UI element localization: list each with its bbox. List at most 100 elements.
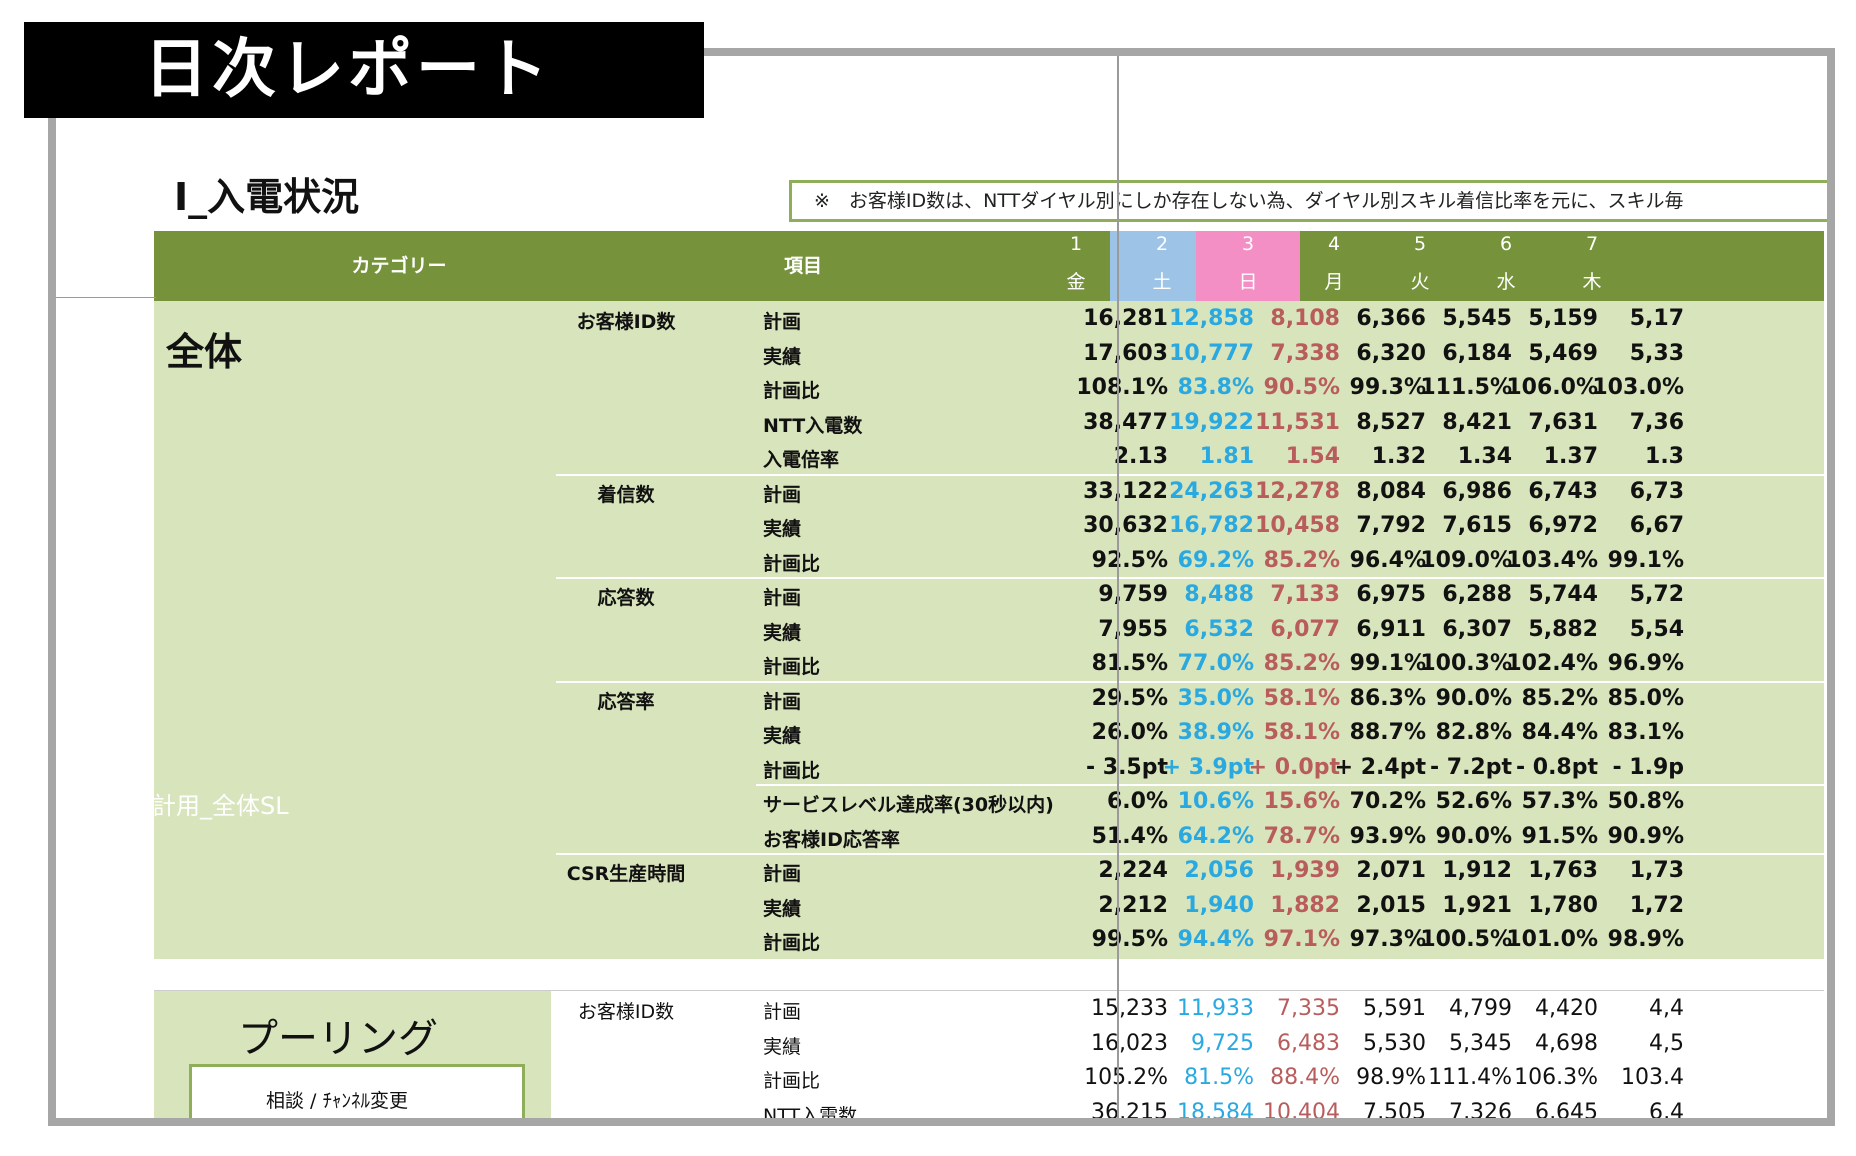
table-cell[interactable]: 30,632 — [1083, 513, 1168, 538]
table-cell[interactable]: 5,530 — [1363, 1030, 1426, 1056]
table-cell[interactable]: 6,972 — [1528, 513, 1598, 538]
table-cell[interactable]: 8,527 — [1356, 409, 1426, 435]
table-cell[interactable]: 97.1% — [1263, 927, 1340, 952]
table-cell[interactable]: 98.9% — [1356, 1065, 1426, 1090]
table-cell[interactable]: 4,5 — [1649, 1030, 1684, 1056]
table-cell[interactable]: + 0.0pt — [1248, 754, 1340, 780]
table-cell[interactable]: 100.3% — [1420, 651, 1512, 676]
table-cell[interactable]: 24,263 — [1169, 478, 1254, 504]
table-cell[interactable]: 2,224 — [1098, 858, 1168, 883]
table-cell[interactable]: 10.6% — [1177, 789, 1254, 814]
table-cell[interactable]: 5,159 — [1528, 306, 1598, 331]
table-cell[interactable]: 15.6% — [1263, 789, 1340, 814]
table-cell[interactable]: 1.3 — [1645, 444, 1684, 469]
table-cell[interactable]: 6,911 — [1356, 616, 1426, 642]
table-cell[interactable]: - 3.5pt — [1085, 754, 1168, 780]
table-cell[interactable]: 10,404 — [1263, 1099, 1340, 1125]
table-cell[interactable]: 77.0% — [1177, 651, 1254, 676]
table-cell[interactable]: 99.1% — [1349, 651, 1426, 676]
table-cell[interactable]: 1.37 — [1543, 444, 1598, 469]
table-cell[interactable]: 1.32 — [1371, 444, 1426, 469]
table-cell[interactable]: 33,122 — [1083, 478, 1168, 504]
table-cell[interactable]: 6,288 — [1442, 582, 1512, 607]
table-cell[interactable]: 10,458 — [1255, 513, 1340, 538]
table-cell[interactable]: 36,215 — [1091, 1099, 1168, 1125]
table-cell[interactable]: 86.3% — [1349, 685, 1426, 711]
table-cell[interactable]: 5,545 — [1442, 306, 1512, 331]
table-cell[interactable]: 16,023 — [1091, 1030, 1168, 1056]
table-cell[interactable]: 78.7% — [1263, 823, 1340, 849]
table-cell[interactable]: 7,36 — [1629, 409, 1684, 435]
table-cell[interactable]: 106.0% — [1506, 375, 1598, 400]
table-cell[interactable]: 109.0% — [1420, 547, 1512, 573]
table-cell[interactable]: 18,584 — [1177, 1099, 1254, 1125]
table-cell[interactable]: 83.8% — [1177, 375, 1254, 400]
table-cell[interactable]: 2,212 — [1098, 892, 1168, 918]
table-cell[interactable]: 9,725 — [1191, 1030, 1254, 1056]
table-cell[interactable]: 8,084 — [1356, 478, 1426, 504]
table-cell[interactable]: 88.4% — [1270, 1065, 1340, 1090]
table-cell[interactable]: - 1.9p — [1612, 754, 1684, 780]
table-cell[interactable]: 103.4% — [1506, 547, 1598, 573]
table-cell[interactable]: 103.0% — [1592, 375, 1684, 400]
table-cell[interactable]: + 3.9pt — [1162, 754, 1254, 780]
table-cell[interactable]: 1.34 — [1457, 444, 1512, 469]
table-cell[interactable]: 19,922 — [1169, 409, 1254, 435]
table-cell[interactable]: 7,338 — [1270, 340, 1340, 366]
table-cell[interactable]: 1,939 — [1270, 858, 1340, 883]
table-cell[interactable]: 1.54 — [1285, 444, 1340, 469]
table-cell[interactable]: 7,335 — [1277, 996, 1340, 1021]
table-cell[interactable]: 5,744 — [1528, 582, 1598, 607]
table-cell[interactable]: 4,799 — [1449, 996, 1512, 1021]
table-cell[interactable]: 26.0% — [1091, 720, 1168, 745]
table-cell[interactable]: 85.2% — [1263, 547, 1340, 573]
table-cell[interactable]: 90.0% — [1435, 823, 1512, 849]
table-cell[interactable]: 7,955 — [1098, 616, 1168, 642]
table-cell[interactable]: 100.5% — [1420, 927, 1512, 952]
table-cell[interactable]: 92.5% — [1091, 547, 1168, 573]
table-cell[interactable]: 90.9% — [1607, 823, 1684, 849]
table-cell[interactable]: 52.6% — [1435, 789, 1512, 814]
table-cell[interactable]: 90.0% — [1435, 685, 1512, 711]
table-cell[interactable]: - 7.2pt — [1429, 754, 1512, 780]
table-cell[interactable]: 6,077 — [1270, 616, 1340, 642]
table-cell[interactable]: 7,792 — [1356, 513, 1426, 538]
table-cell[interactable]: 6,320 — [1356, 340, 1426, 366]
table-cell[interactable]: 5,54 — [1629, 616, 1684, 642]
table-cell[interactable]: 12,278 — [1255, 478, 1340, 504]
table-cell[interactable]: + 2.4pt — [1334, 754, 1426, 780]
table-cell[interactable]: 16,782 — [1169, 513, 1254, 538]
table-cell[interactable]: 2.13 — [1113, 444, 1168, 469]
table-cell[interactable]: 8,108 — [1270, 306, 1340, 331]
table-cell[interactable]: 1,763 — [1528, 858, 1598, 883]
table-cell[interactable]: 1,912 — [1442, 858, 1512, 883]
table-cell[interactable]: 1,921 — [1442, 892, 1512, 918]
table-cell[interactable]: 58.1% — [1263, 720, 1340, 745]
table-cell[interactable]: 84.4% — [1521, 720, 1598, 745]
table-cell[interactable]: 90.5% — [1263, 375, 1340, 400]
table-cell[interactable]: 6,184 — [1442, 340, 1512, 366]
table-cell[interactable]: 6,483 — [1277, 1030, 1340, 1056]
table-cell[interactable]: 4,4 — [1649, 996, 1684, 1021]
table-cell[interactable]: 57.3% — [1521, 789, 1598, 814]
table-cell[interactable]: 93.9% — [1349, 823, 1426, 849]
table-cell[interactable]: 85.2% — [1521, 685, 1598, 711]
table-cell[interactable]: 58.1% — [1263, 685, 1340, 711]
table-cell[interactable]: 83.1% — [1607, 720, 1684, 745]
table-cell[interactable]: 5,33 — [1629, 340, 1684, 366]
table-cell[interactable]: 8,488 — [1184, 582, 1254, 607]
table-cell[interactable]: 81.5% — [1091, 651, 1168, 676]
table-cell[interactable]: 99.5% — [1091, 927, 1168, 952]
table-cell[interactable]: 7,631 — [1528, 409, 1598, 435]
table-cell[interactable]: 96.9% — [1607, 651, 1684, 676]
table-cell[interactable]: 6,366 — [1356, 306, 1426, 331]
table-cell[interactable]: 2,056 — [1184, 858, 1254, 883]
table-cell[interactable]: 6,532 — [1184, 616, 1254, 642]
table-cell[interactable]: 17,603 — [1083, 340, 1168, 366]
table-cell[interactable]: 5,345 — [1449, 1030, 1512, 1056]
table-cell[interactable]: 82.8% — [1435, 720, 1512, 745]
table-cell[interactable]: 1,72 — [1629, 892, 1684, 918]
table-cell[interactable]: 5,882 — [1528, 616, 1598, 642]
table-cell[interactable]: 6,307 — [1442, 616, 1512, 642]
table-cell[interactable]: 50.8% — [1607, 789, 1684, 814]
